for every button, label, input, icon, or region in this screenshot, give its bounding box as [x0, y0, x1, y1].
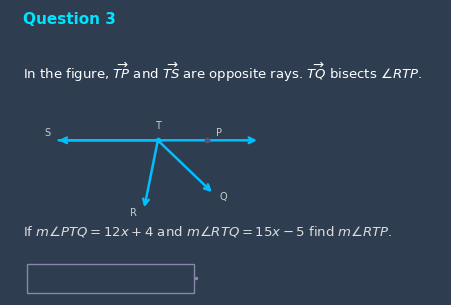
Text: Question 3: Question 3	[23, 12, 115, 27]
Bar	[27, 264, 194, 293]
Text: In the figure, $\overrightarrow{TP}$ and $\overrightarrow{TS}$ are opposite rays: In the figure, $\overrightarrow{TP}$ and…	[23, 61, 422, 84]
Text: If $m\angle PTQ = 12x + 4$ and $m\angle RTQ = 15x - 5$ find $m\angle RTP$.: If $m\angle PTQ = 12x + 4$ and $m\angle …	[23, 224, 392, 239]
Text: S: S	[44, 128, 51, 138]
Text: R: R	[129, 209, 137, 218]
Text: P: P	[216, 128, 222, 138]
Text: T: T	[155, 121, 161, 131]
Text: Q: Q	[220, 192, 227, 202]
